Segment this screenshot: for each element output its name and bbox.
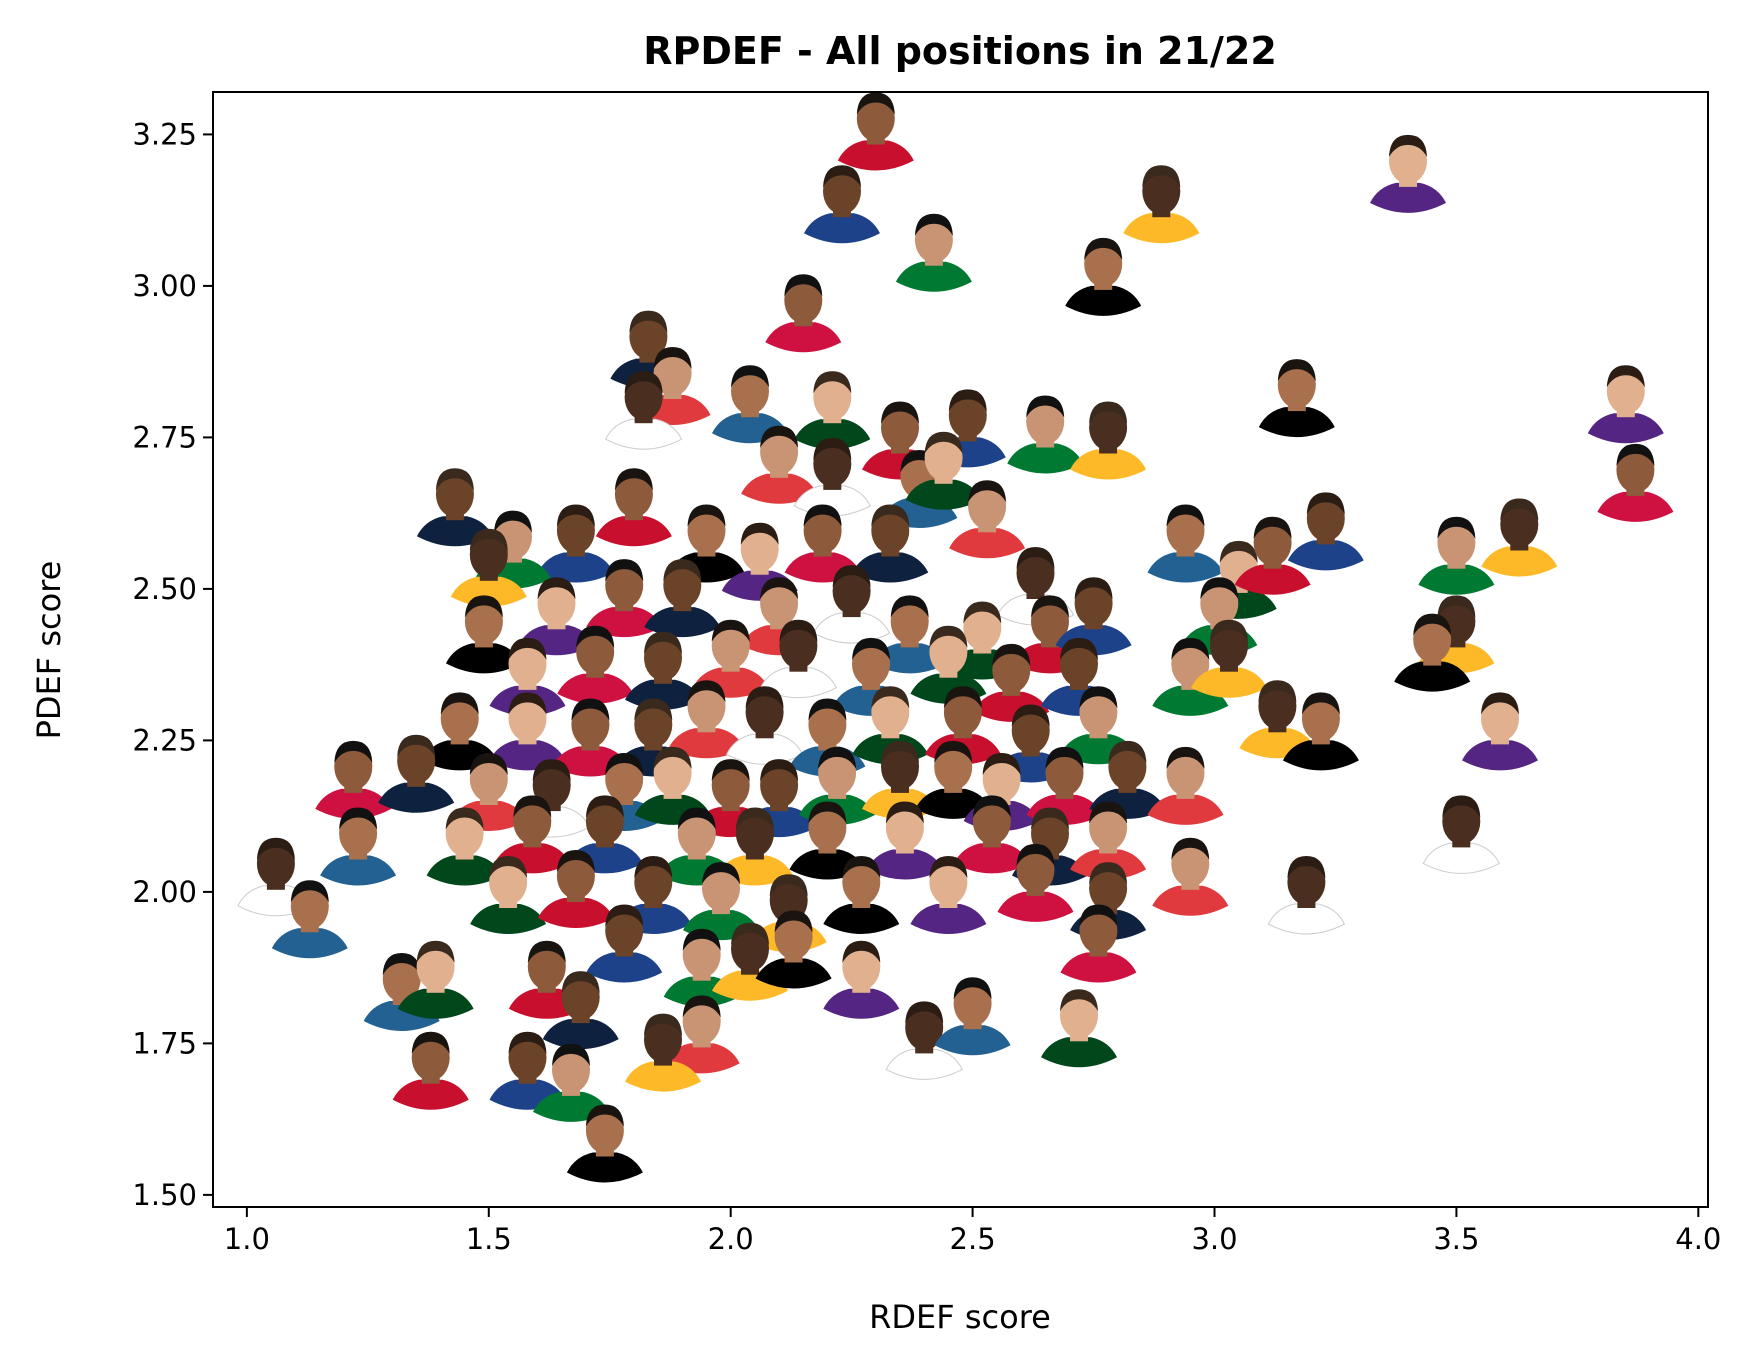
x-tick-label: 1.5 <box>466 1222 512 1256</box>
player-point <box>789 801 866 880</box>
player-point <box>615 856 692 934</box>
player-point <box>470 856 547 934</box>
player-point <box>997 843 1074 922</box>
y-tick-label: 2.75 <box>132 420 197 454</box>
player-point <box>934 977 1011 1056</box>
player-point <box>1147 746 1224 825</box>
player-point <box>1597 443 1674 522</box>
player-point <box>1152 837 1229 916</box>
y-tick-label: 2.25 <box>132 723 197 757</box>
player-point <box>871 595 948 674</box>
player-point <box>542 971 619 1050</box>
player-point <box>450 528 527 607</box>
player-point <box>692 619 769 698</box>
player-point <box>895 213 972 292</box>
player-point <box>725 686 804 765</box>
player-point <box>1481 498 1558 577</box>
player-point <box>1234 516 1311 595</box>
player-point <box>397 940 474 1019</box>
y-tick-label: 2.50 <box>132 572 197 606</box>
player-point <box>905 431 982 510</box>
y-tick-label: 2.00 <box>132 875 197 909</box>
player-point <box>1370 134 1446 213</box>
player-point <box>426 807 503 886</box>
player-point <box>1587 365 1664 444</box>
x-tick-label: 1.0 <box>224 1222 270 1256</box>
player-point <box>1258 359 1335 438</box>
player-point <box>866 801 943 880</box>
player-point <box>586 904 663 983</box>
player-point <box>1267 856 1346 935</box>
player-point <box>595 468 672 547</box>
player-point <box>852 504 929 583</box>
player-point <box>1287 492 1364 571</box>
x-tick-label: 3.0 <box>1191 1222 1237 1256</box>
player-point <box>566 1104 643 1183</box>
player-point <box>953 795 1030 874</box>
player-point <box>1065 237 1142 316</box>
player-point <box>910 856 987 934</box>
player-point <box>378 734 455 813</box>
player-point <box>1418 516 1495 595</box>
x-tick-label: 2.5 <box>950 1222 996 1256</box>
player-point <box>1394 613 1471 692</box>
y-tick-label: 3.25 <box>132 117 197 151</box>
player-point <box>823 940 900 1019</box>
player-point <box>663 928 740 1007</box>
player-point <box>1147 504 1224 583</box>
x-tick-label: 3.5 <box>1433 1222 1479 1256</box>
player-point <box>271 880 348 959</box>
player-point <box>1070 401 1147 480</box>
x-axis-label: RDEF score <box>869 1298 1051 1336</box>
y-tick-label: 1.75 <box>132 1026 197 1060</box>
player-point <box>837 92 914 171</box>
player-point <box>1462 692 1538 771</box>
player-point <box>668 680 745 759</box>
plot-frame <box>212 91 1709 1208</box>
y-axis: 1.50 1.75 2.00 2.25 2.50 2.75 3.00 3.25 <box>132 117 213 1212</box>
player-point <box>537 850 614 928</box>
player-point <box>812 565 891 644</box>
player-point <box>625 1013 701 1092</box>
x-tick-label: 2.0 <box>708 1222 754 1256</box>
x-tick-label: 4.0 <box>1675 1222 1721 1256</box>
points-layer <box>237 92 1674 1183</box>
player-point <box>537 504 614 583</box>
player-point <box>794 371 871 450</box>
player-point <box>644 559 721 638</box>
player-point <box>755 910 832 989</box>
player-point <box>1007 395 1084 474</box>
player-point <box>823 856 900 934</box>
player-point <box>392 1031 469 1110</box>
player-point <box>1282 692 1359 771</box>
player-point <box>604 371 683 450</box>
player-point <box>1060 904 1137 983</box>
player-point <box>759 619 838 699</box>
player-point <box>557 625 634 704</box>
player-point <box>1152 637 1229 716</box>
y-tick-label: 1.50 <box>132 1178 197 1212</box>
player-point <box>1422 795 1500 874</box>
x-axis: 1.0 1.5 2.0 2.5 3.0 3.5 4.0 <box>224 1207 1721 1256</box>
player-point <box>1191 619 1267 698</box>
player-point <box>765 274 842 353</box>
player-point <box>1123 165 1200 244</box>
player-point <box>949 480 1026 559</box>
player-point <box>793 437 871 517</box>
player-point <box>320 807 397 886</box>
y-axis-label: PDEF score <box>30 561 68 740</box>
chart-title: RPDEF - All positions in 21/22 <box>643 29 1277 73</box>
player-point <box>885 1001 963 1080</box>
player-point <box>804 165 880 244</box>
player-point <box>741 425 818 504</box>
player-point <box>1041 989 1117 1068</box>
player-point <box>315 740 392 819</box>
player-point <box>445 595 522 674</box>
y-tick-label: 3.00 <box>132 269 197 303</box>
